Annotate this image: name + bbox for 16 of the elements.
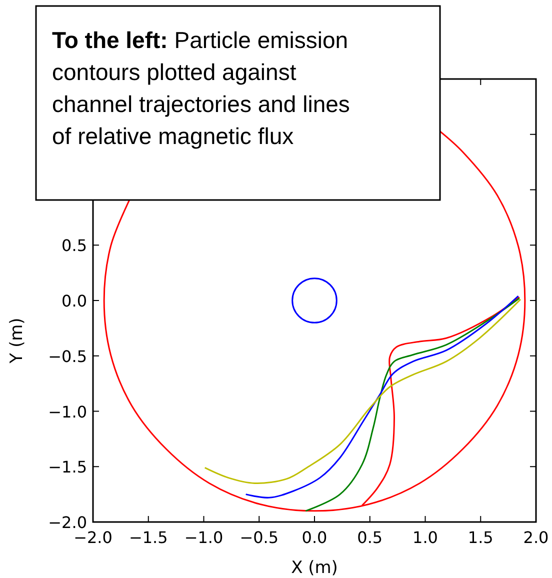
x-axis-title: X (m): [291, 558, 338, 578]
y-tick-label: −0.5: [48, 346, 87, 366]
y-tick-label: −1.0: [48, 402, 87, 422]
x-tick-label: −1.5: [128, 528, 168, 547]
x-tick-label: −1.0: [184, 528, 224, 547]
x-tick-label: 0.5: [357, 528, 383, 547]
x-tick-label: −0.5: [240, 528, 279, 547]
y-tick-label: 0.5: [62, 236, 87, 256]
annotation: To the left: Particle emission contours plotted against channel trajectories and lines of relative magnetic flux: [52, 27, 350, 149]
y-tick-label: −1.5: [48, 458, 87, 477]
y-tick-label: 0.0: [62, 292, 87, 310]
x-tick-label: 1.0: [412, 528, 438, 547]
x-tick-label: 1.5: [468, 528, 494, 547]
y-axis-title: Y (m): [7, 318, 27, 364]
x-tick-label: 2.0: [523, 528, 549, 547]
x-tick-label: 0.0: [302, 528, 328, 547]
